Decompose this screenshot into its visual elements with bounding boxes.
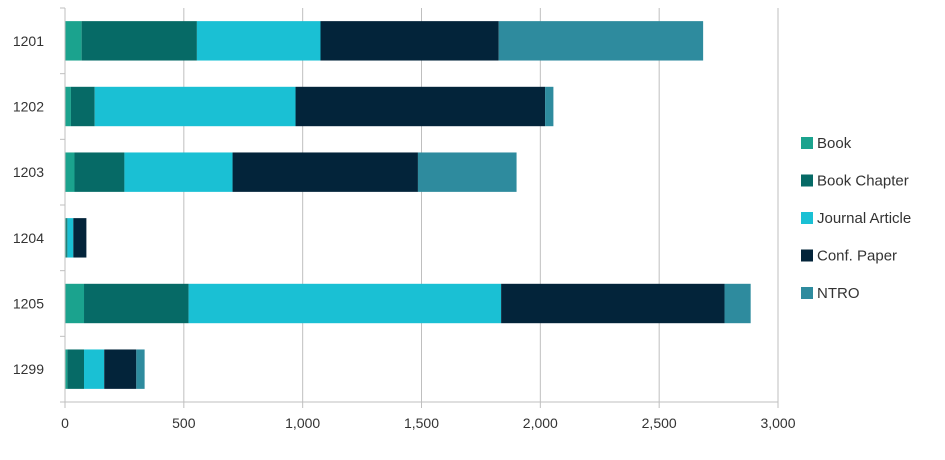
bar-1205-ntro [724, 283, 751, 324]
bar-1202-journal-article [94, 86, 296, 127]
bar-1202-book-chapter [70, 86, 95, 127]
legend-label-book: Book [817, 135, 852, 152]
legend-swatch-ntro [801, 287, 813, 299]
bar-1299-book-chapter [67, 349, 85, 389]
legend-label-book-chapter: Book Chapter [817, 173, 909, 190]
legend-label-ntro: NTRO [817, 285, 860, 302]
bar-1202-book [65, 86, 71, 127]
x-tick-label: 500 [172, 415, 196, 431]
bar-1201-book [65, 21, 82, 61]
y-category-label: 1202 [13, 99, 44, 115]
y-category-label: 1205 [13, 296, 44, 312]
bar-1203-book [65, 152, 75, 192]
bar-1204-book-chapter [66, 218, 68, 258]
bar-1299-journal-article [84, 349, 105, 389]
legend-swatch-conf-paper [801, 249, 813, 262]
bar-1203-ntro [417, 152, 517, 192]
bar-1203-conf-paper [232, 152, 418, 192]
bar-1299-book [65, 349, 68, 389]
legend-swatch-book-chapter [801, 174, 813, 187]
x-tick-label: 2,500 [642, 415, 677, 431]
bar-1204-conf-paper [73, 218, 87, 258]
legend-label-journal-article: Journal Article [817, 210, 911, 227]
x-tick-label: 0 [61, 415, 69, 431]
bars [65, 21, 751, 389]
x-axis-labels: 0 500 1,000 1,500 2,000 2,500 3,000 [61, 415, 796, 431]
bar-1201-conf-paper [320, 21, 499, 61]
y-category-label: 1203 [13, 164, 44, 180]
bar-1299-ntro [136, 349, 145, 389]
legend: Book Book Chapter Journal Article Conf. Pap… [801, 135, 911, 302]
y-category-label: 1204 [13, 230, 44, 246]
bar-1202-conf-paper [295, 86, 546, 127]
legend-swatch-journal-article [801, 212, 813, 224]
y-axis-labels: 1201 1202 1203 1204 1205 1299 [13, 33, 44, 377]
legend-label-conf-paper: Conf. Paper [817, 248, 897, 265]
bar-1203-journal-article [124, 152, 233, 192]
legend-swatch-book [801, 137, 813, 149]
x-tick-label: 1,500 [404, 415, 439, 431]
y-category-label: 1201 [13, 33, 44, 49]
x-tick-label: 2,000 [523, 415, 558, 431]
bar-1201-journal-article [196, 21, 321, 61]
bar-1299-conf-paper [104, 349, 137, 389]
bar-1203-book-chapter [74, 152, 125, 192]
bar-1205-book [65, 283, 85, 324]
y-category-label: 1299 [13, 361, 44, 377]
bar-1205-conf-paper [501, 283, 725, 324]
x-tick-label: 3,000 [760, 415, 795, 431]
bar-1201-ntro [498, 21, 704, 61]
bar-1202-ntro [545, 86, 554, 127]
gridlines [60, 7, 779, 408]
bar-1205-journal-article [188, 283, 502, 324]
bar-1204-journal-article [67, 218, 74, 258]
bar-1205-book-chapter [84, 283, 189, 324]
x-tick-label: 1,000 [285, 415, 320, 431]
bar-1201-book-chapter [81, 21, 197, 61]
bar-1204-book [65, 218, 67, 258]
